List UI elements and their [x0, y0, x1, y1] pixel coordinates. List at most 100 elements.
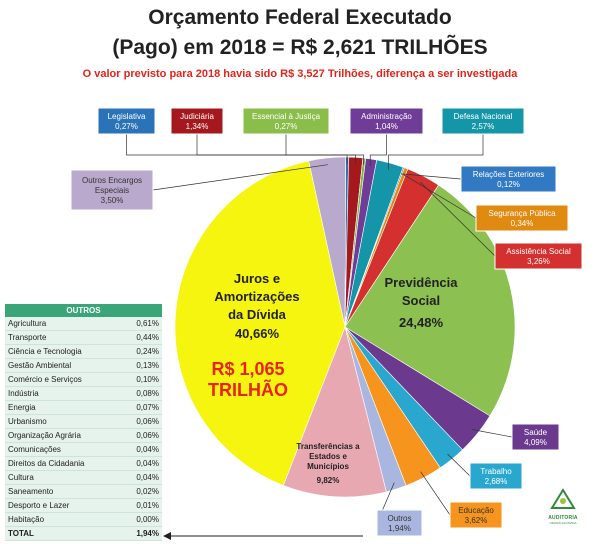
- others-row-name: Ciência e Tecnologia: [5, 344, 122, 359]
- callout-label-saude: Saúde: [524, 428, 548, 437]
- others-row-value: 0,00%: [121, 512, 162, 527]
- others-row-value: 0,04%: [121, 442, 162, 457]
- others-row-value: 0,61%: [121, 317, 162, 331]
- callout-value-relacoes-exteriores: 0,12%: [497, 180, 520, 189]
- leader-line-legislativa: [126, 134, 348, 164]
- others-total-value: 1,94%: [121, 526, 162, 541]
- callout-label-assistencia-social: Assistência Social: [506, 247, 571, 256]
- callout-box-outros: [376, 509, 423, 537]
- others-row-value: 0,24%: [121, 344, 162, 359]
- callout-label-relacoes-exteriores: Relações Exteriores: [473, 170, 545, 179]
- table-row: Organização Agrária 0,06%: [5, 428, 162, 443]
- others-row-value: 0,08%: [121, 386, 162, 401]
- callout-value-assistencia-social: 3,26%: [527, 257, 550, 266]
- callout-box-essencial-a-justica: [242, 107, 330, 135]
- others-row-name: Comunicações: [5, 442, 122, 457]
- callout-value-defesa-nacional: 2,57%: [472, 122, 495, 131]
- slice-label-transferencias-line2: Estados e: [309, 452, 347, 461]
- callout-label-trabalho: Trabalho: [480, 467, 512, 476]
- callout-value-legislativa: 0,27%: [115, 122, 138, 131]
- others-row-name: Habitação: [5, 512, 122, 527]
- callout-value-educacao: 3,62%: [465, 516, 488, 525]
- others-row-name: Indústria: [5, 386, 122, 401]
- others-row-name: Urbanismo: [5, 414, 122, 429]
- slice-label-juros-line3: da Dívida: [228, 307, 287, 322]
- logo-icon: [550, 488, 576, 509]
- others-total-label: TOTAL: [5, 526, 122, 541]
- callout-box-legislativa: [97, 107, 156, 135]
- others-row-value: 0,02%: [121, 484, 162, 499]
- callout-label-outros: Outros: [387, 514, 411, 523]
- table-row: Ciência e Tecnologia 0,24%: [5, 344, 162, 359]
- callout-label-seguranca-publica: Segurança Pública: [488, 209, 556, 218]
- auditoria-logo: AUDITORIA CIDADÃ DA DÍVIDA: [538, 488, 588, 525]
- highlight-line1: R$ 1,065: [211, 359, 284, 379]
- pie-slice-juros-e-amortizacoes-da-divida: [174, 160, 346, 486]
- others-row-value: 0,07%: [121, 400, 162, 415]
- callout-box-educacao: [449, 501, 503, 529]
- table-row: Transporte 0,44%: [5, 330, 162, 345]
- callout-box-saude: [511, 423, 560, 451]
- callout-label-outros-encargos-especiais: Outros Encargos: [82, 176, 142, 185]
- others-row-value: 0,04%: [121, 456, 162, 471]
- slice-label-previdencia-line2: Social: [402, 293, 440, 308]
- callout-label-judiciaria: Judiciária: [180, 112, 214, 121]
- slice-label-juros-line2: Amortizações: [214, 289, 299, 304]
- others-row-name: Desporto e Lazer: [5, 498, 122, 513]
- callout-box-outros-encargos-especiais: [70, 169, 154, 211]
- leader-line-saude: [471, 429, 513, 438]
- chart-subtitle: O valor previsto para 2018 havia sido R$…: [82, 68, 518, 80]
- slice-label-previdencia-line1: Previdência: [385, 275, 459, 290]
- leader-line-relacoes-exteriores: [401, 173, 462, 180]
- callout-box-relacoes-exteriores: [460, 165, 557, 193]
- others-row-name: Direitos da Cidadania: [5, 456, 122, 471]
- callout-box-seguranca-publica: [475, 204, 569, 232]
- table-row: Comunicações 0,04%: [5, 442, 162, 457]
- leader-line-assistencia-social: [420, 182, 496, 257]
- others-row-name: Cultura: [5, 470, 122, 485]
- others-row-value: 0,01%: [121, 498, 162, 513]
- callout-label-educacao: Educação: [458, 506, 494, 515]
- callout-box-assistencia-social: [494, 242, 583, 270]
- others-row-value: 0,13%: [121, 358, 162, 373]
- logo-subtext: CIDADÃ DA DÍVIDA: [549, 521, 577, 525]
- chart-title-line1: Orçamento Federal Executado: [148, 6, 452, 29]
- others-row-name: Organização Agrária: [5, 428, 122, 443]
- callout-label-administracao: Administração: [361, 112, 412, 121]
- chart-title-line2: (Pago) em 2018 = R$ 2,621 TRILHÕES: [112, 36, 488, 59]
- table-row: Indústria 0,08%: [5, 386, 162, 401]
- callout-value-outros-encargos-especiais: 3,50%: [101, 196, 124, 205]
- logo-text: AUDITORIA: [548, 515, 578, 521]
- slice-label-transferencias-line3: Municípios: [307, 462, 349, 471]
- callout-box-trabalho: [469, 462, 523, 490]
- table-row: Cultura 0,04%: [5, 470, 162, 485]
- callout-box-defesa-nacional: [441, 107, 525, 135]
- slice-value-transferencias: 9,82%: [317, 476, 340, 485]
- callout-label-legislativa: Legislativa: [108, 112, 146, 121]
- leader-line-judiciaria: [196, 134, 356, 165]
- others-table: OUTROS Agricultura 0,61% Transporte 0,44% Ci…: [5, 304, 162, 541]
- callout-label-defesa-nacional: Defesa Nacional: [454, 112, 513, 121]
- table-row: Direitos da Cidadania 0,04%: [5, 456, 162, 471]
- arrow-icon: [163, 532, 363, 540]
- others-row-name: Agricultura: [5, 317, 122, 331]
- slice-label-juros-line1: Juros e: [234, 271, 280, 286]
- table-total-row: TOTAL 1,94%: [5, 526, 162, 541]
- others-row-name: Gestão Ambiental: [5, 358, 122, 373]
- others-row-value: 0,06%: [121, 428, 162, 443]
- leader-line-seguranca-publica: [403, 174, 477, 219]
- callout-value-administracao: 1,04%: [375, 122, 398, 131]
- slice-value-juros: 40,66%: [235, 326, 280, 341]
- leader-line-trabalho: [447, 453, 471, 477]
- others-table-header: OUTROS: [5, 304, 162, 317]
- table-row: Gestão Ambiental 0,13%: [5, 358, 162, 373]
- others-row-value: 0,04%: [121, 470, 162, 485]
- callout-value-outros: 1,94%: [388, 524, 411, 533]
- table-row: Agricultura 0,61%: [5, 317, 162, 331]
- table-row: Habitação 0,00%: [5, 512, 162, 527]
- slice-value-previdencia: 24,48%: [399, 315, 444, 330]
- callout-value-judiciaria: 1,34%: [186, 122, 209, 131]
- callout-label-essencial-a-justica: Essencial à Justiça: [252, 112, 321, 121]
- leader-line-defesa-nacional: [387, 134, 484, 170]
- table-row: Saneamento 0,02%: [5, 484, 162, 499]
